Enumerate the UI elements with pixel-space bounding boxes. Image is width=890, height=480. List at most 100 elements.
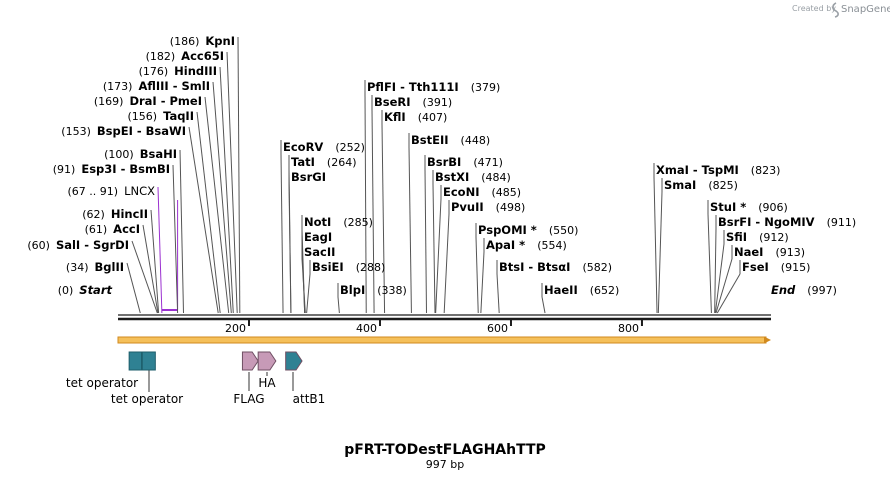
feature-tet-operator-0[interactable]: tet operator [66, 351, 150, 392]
site-bsiei[interactable]: BsiEI (288) [312, 260, 385, 274]
site-apai[interactable]: ApaI * (554) [486, 238, 567, 252]
site-label-noti[interactable]: NotI (285) [304, 215, 373, 229]
site-taqii[interactable]: (156) TaqII [127, 109, 194, 123]
site-tati[interactable]: TatI (264) [291, 155, 357, 169]
site-label-bsrbi[interactable]: BsrBI (471) [427, 155, 503, 169]
site-label-hincii[interactable]: (62) HincII [82, 207, 148, 221]
site-pvuii[interactable]: PvuII (498) [451, 200, 525, 214]
feature-flag-2[interactable]: FLAG [233, 351, 265, 406]
site-pflfi-tth111i[interactable]: PflFI - Tth111I (379) [367, 80, 500, 94]
site-label-bsiei[interactable]: BsiEI (288) [312, 260, 385, 274]
site-label-acc65i[interactable]: (182) Acc65I [146, 49, 224, 63]
site-bsahi[interactable]: (100) BsaHI [104, 147, 177, 161]
site-haeii[interactable]: HaeII (652) [544, 283, 619, 297]
site-label-bsrgi[interactable]: BsrGI [291, 170, 326, 184]
site-blpi[interactable]: BlpI (338) [340, 283, 407, 297]
site-label-stui[interactable]: StuI * (906) [710, 200, 788, 214]
site-label-smai[interactable]: SmaI (825) [664, 178, 738, 192]
site-sfii[interactable]: SfiI (912) [726, 230, 789, 244]
site-kfli[interactable]: KflI (407) [384, 110, 447, 124]
site-label-kfli[interactable]: KflI (407) [384, 110, 447, 124]
site-xmai-tspmi[interactable]: XmaI - TspMI (823) [656, 163, 780, 177]
site-label-pvuii[interactable]: PvuII (498) [451, 200, 525, 214]
site-stui[interactable]: StuI * (906) [710, 200, 788, 214]
site-noti[interactable]: NotI (285) [304, 215, 373, 229]
site-pspomi[interactable]: PspOMI * (550) [478, 223, 578, 237]
site-label-bglii[interactable]: (34) BglII [66, 260, 124, 274]
plasmid-name: pFRT-TODestFLAGHAhTTP [344, 442, 546, 458]
site-label-esp3i-bsmbi[interactable]: (91) Esp3I - BsmBI [53, 162, 170, 176]
site-position: (391) [423, 96, 453, 109]
feature-tet-operator-1[interactable]: tet operator [111, 351, 183, 406]
site-label-eagi[interactable]: EagI [304, 230, 332, 244]
site-label-sali-sgrdi[interactable]: (60) SalI - SgrDI [27, 238, 129, 252]
orf-bar-body [117, 336, 767, 344]
site-label-bsrfi-ngomiv[interactable]: BsrFI - NgoMIV (911) [718, 215, 856, 229]
site-label-lncx[interactable]: (67 .. 91) LNCX [68, 184, 156, 198]
site-sacii[interactable]: SacII [304, 245, 335, 259]
site-acci[interactable]: (61) AccI [85, 222, 140, 236]
site-label-xmai-tspmi[interactable]: XmaI - TspMI (823) [656, 163, 780, 177]
site-hincii[interactable]: (62) HincII [82, 207, 148, 221]
site-label-acci[interactable]: (61) AccI [85, 222, 140, 236]
site-afliii-smli[interactable]: (173) AflIII - SmlI [103, 79, 210, 93]
site-fsei[interactable]: FseI (915) [742, 260, 810, 274]
site-label-kpni[interactable]: (186) KpnI [170, 34, 235, 48]
site-bglii[interactable]: (34) BglII [66, 260, 124, 274]
site-ecorv[interactable]: EcoRV (252) [283, 140, 365, 154]
site-naei[interactable]: NaeI (913) [734, 245, 805, 259]
site-label-naei[interactable]: NaeI (913) [734, 245, 805, 259]
site-bsteii[interactable]: BstEII (448) [411, 133, 490, 147]
site-sali-sgrdi[interactable]: (60) SalI - SgrDI [27, 238, 129, 252]
site-label-bsteii[interactable]: BstEII (448) [411, 133, 490, 147]
site-label-haeii[interactable]: HaeII (652) [544, 283, 619, 297]
site-label-fsei[interactable]: FseI (915) [742, 260, 810, 274]
site-smai[interactable]: SmaI (825) [664, 178, 738, 192]
site-enzyme: BsaHI [140, 147, 177, 161]
site-drai-pmei[interactable]: (169) DraI - PmeI [94, 94, 202, 108]
site-separator: - [157, 94, 170, 108]
site-label-blpi[interactable]: BlpI (338) [340, 283, 407, 297]
site-esp3i-bsmbi[interactable]: (91) Esp3I - BsmBI [53, 162, 170, 176]
site-btsi-bts-i[interactable]: BtsI - BtsαI (582) [499, 260, 612, 274]
site-label-ecorv[interactable]: EcoRV (252) [283, 140, 365, 154]
site-label-bsahi[interactable]: (100) BsaHI [104, 147, 177, 161]
site-label-drai-pmei[interactable]: (169) DraI - PmeI [94, 94, 202, 108]
site-bsrfi-ngomiv[interactable]: BsrFI - NgoMIV (911) [718, 215, 856, 229]
feature-attb1-4[interactable]: attB1 [285, 351, 326, 406]
site-bspei-bsawi[interactable]: (153) BspEI - BsaWI [61, 124, 186, 138]
site-enzyme: TatI [291, 155, 315, 169]
site-position: (264) [327, 156, 357, 169]
site-hindiii[interactable]: (176) HindIII [139, 64, 217, 78]
site-acc65i[interactable]: (182) Acc65I [146, 49, 224, 63]
site-label-hindiii[interactable]: (176) HindIII [139, 64, 217, 78]
site-label-bspei-bsawi[interactable]: (153) BspEI - BsaWI [61, 124, 186, 138]
site-label-end[interactable]: End (997) [771, 283, 837, 297]
site-label-apai[interactable]: ApaI * (554) [486, 238, 567, 252]
site-bsrgi[interactable]: BsrGI [291, 170, 326, 184]
site-label-pspomi[interactable]: PspOMI * (550) [478, 223, 578, 237]
site-econi[interactable]: EcoNI (485) [443, 185, 521, 199]
snapgene-credit: Created by SnapGene [792, 2, 890, 18]
site-label-btsi-bts-i[interactable]: BtsI - BtsαI (582) [499, 260, 612, 274]
site-bsrbi[interactable]: BsrBI (471) [427, 155, 503, 169]
site-label-bseri[interactable]: BseRI (391) [374, 95, 452, 109]
leader-bsrbi-tail [424, 168, 427, 314]
site-label-tati[interactable]: TatI (264) [291, 155, 357, 169]
site-label-start[interactable]: (0) Start [58, 283, 113, 297]
site-lncx[interactable]: (67 .. 91) LNCX [68, 184, 156, 198]
site-eagi[interactable]: EagI [304, 230, 332, 244]
site-kpni[interactable]: (186) KpnI [170, 34, 235, 48]
site-bstxi[interactable]: BstXI (484) [435, 170, 511, 184]
site-end[interactable]: End (997) [771, 283, 837, 297]
site-label-bstxi[interactable]: BstXI (484) [435, 170, 511, 184]
site-label-afliii-smli[interactable]: (173) AflIII - SmlI [103, 79, 210, 93]
site-label-sfii[interactable]: SfiI (912) [726, 230, 789, 244]
site-label-taqii[interactable]: (156) TaqII [127, 109, 194, 123]
feature-ha-3[interactable]: HA [257, 351, 277, 390]
site-start[interactable]: (0) Start [58, 283, 113, 297]
site-label-econi[interactable]: EcoNI (485) [443, 185, 521, 199]
site-label-sacii[interactable]: SacII [304, 245, 335, 259]
site-bseri[interactable]: BseRI (391) [374, 95, 452, 109]
site-label-pflfi-tth111i[interactable]: PflFI - Tth111I (379) [367, 80, 500, 94]
